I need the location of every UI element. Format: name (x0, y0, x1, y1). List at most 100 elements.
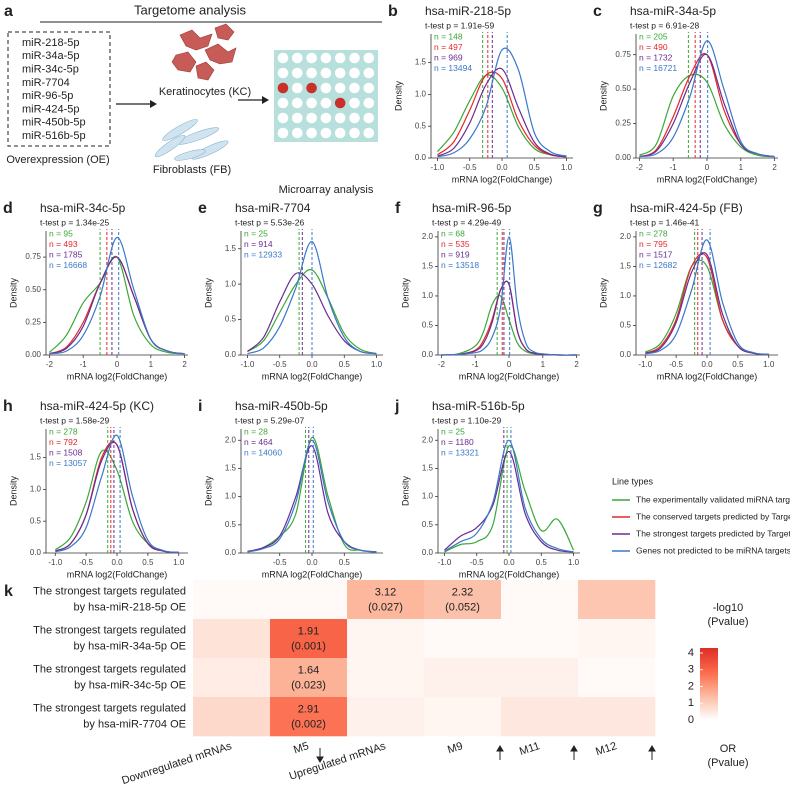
density-curve (639, 40, 775, 158)
density-curve (437, 67, 567, 158)
y-tick-label: 2.0 (620, 232, 632, 241)
p-label: (0.001) (291, 640, 326, 652)
well (306, 82, 317, 94)
x-axis-label: mRNA log2(FoldChange) (459, 371, 560, 381)
or-label: 3.12 (375, 586, 396, 598)
x-tick-label: 0.0 (111, 558, 123, 567)
x-tick-label: 1.0 (173, 558, 185, 567)
x-tick-label: 0.0 (701, 360, 713, 369)
row-label: The strongest targets regulated (33, 702, 186, 714)
heatmap-cell (578, 619, 656, 659)
y-tick-label: 2.0 (225, 435, 237, 444)
x-tick-label: 2 (574, 360, 579, 369)
x-tick-label: -2 (438, 360, 446, 369)
heatmap-cell (270, 619, 348, 659)
mirna: miR-7704 (22, 77, 70, 89)
density-curve (444, 445, 575, 553)
x-tick-label: 0.5 (339, 558, 351, 567)
well (363, 82, 375, 94)
density-panel: f hsa-miR-96-5p t-test p = 4.29e-49 0.0 0.5 1… (395, 200, 580, 381)
heatmap-cell (347, 580, 425, 620)
p-label: (0.052) (445, 601, 480, 613)
y-tick-label: 0.5 (30, 516, 42, 525)
y-axis-label: Density (598, 277, 608, 308)
panel-letter: d (3, 200, 13, 217)
series-label: n = 13518 (441, 260, 479, 270)
y-tick-label: 1.0 (30, 485, 42, 494)
p-label: (0.002) (291, 718, 326, 730)
series-label: n = 969 (434, 52, 463, 62)
colorbar-tick-label: 2 (688, 680, 694, 692)
x-tick-label: -0.5 (273, 558, 287, 567)
series-label: n = 795 (639, 239, 668, 249)
y-tick-label: 1.0 (415, 90, 427, 99)
series-label: n = 278 (639, 228, 668, 238)
x-tick-label: -2 (636, 163, 644, 172)
series-label: n = 493 (49, 239, 78, 249)
well (349, 112, 360, 124)
panel-letter: g (593, 200, 603, 217)
well (292, 82, 303, 94)
x-axis-label: mRNA log2(FoldChange) (262, 371, 363, 381)
density-curve (247, 439, 377, 553)
heatmap-cell (424, 697, 502, 737)
row-label: The strongest targets regulated (33, 663, 186, 675)
heatmap-cell (578, 580, 656, 620)
well (292, 112, 303, 124)
legend-label: The strongest targets predicted by Targe… (636, 528, 790, 538)
y-tick-label: 1.5 (225, 244, 237, 253)
y-axis-label: Density (203, 277, 213, 308)
density-curve (645, 252, 769, 355)
x-tick-label: -0.5 (79, 558, 93, 567)
series-label: n = 12933 (244, 249, 282, 259)
fibroblasts (154, 119, 229, 161)
y-tick-label: 2.0 (422, 435, 434, 444)
density-panel: i hsa-miR-450b-5p t-test p = 5.29e-07 0.0 0.… (198, 398, 383, 579)
y-tick-label: 0.5 (225, 315, 237, 324)
legend: Line types The experimentally validated … (612, 476, 790, 555)
series-label: n = 497 (434, 42, 463, 52)
panel-title: hsa-miR-516b-5p (432, 399, 525, 413)
heatmap-cell (347, 619, 425, 659)
density-panel: b hsa-miR-218-5p t-test p = 1.91e-59 0.0 0.5… (388, 3, 573, 184)
module-arrows (316, 745, 656, 763)
x-tick-label: 0.5 (536, 558, 548, 567)
well (334, 52, 346, 64)
panel-letter: h (3, 398, 13, 415)
well (363, 97, 375, 109)
legend-label: The experimentally validated miRNA targe… (636, 494, 790, 504)
heatmap-cell (347, 658, 425, 698)
colorbar-tick-label: 1 (688, 697, 694, 709)
series-label: n = 1732 (639, 52, 673, 62)
kc-label: Keratinocytes (KC) (159, 86, 251, 98)
series-label: n = 14060 (244, 447, 282, 457)
arrow-head (150, 100, 157, 108)
mirna: miR-218-5p (22, 37, 79, 49)
series-label: n = 1180 (441, 437, 474, 447)
density-curve (645, 259, 769, 355)
y-axis-label: Density (400, 277, 410, 308)
p-label: (0.023) (291, 679, 326, 691)
heatmap-cell (193, 619, 271, 659)
well (277, 82, 289, 94)
y-axis-label: Density (400, 475, 410, 506)
mirna: miR-96-5p (22, 90, 73, 102)
density-curve (55, 434, 179, 553)
or-label: 1.64 (298, 664, 319, 676)
series-label: n = 1517 (639, 249, 673, 259)
well (334, 97, 346, 109)
series-label: n = 205 (639, 31, 668, 41)
well (363, 112, 375, 124)
heatmap-cell (270, 658, 348, 698)
x-tick-label: 0.0 (306, 558, 318, 567)
y-tick-label: 1.0 (422, 492, 434, 501)
panel-letter: k (4, 583, 13, 600)
x-axis-label: mRNA log2(FoldChange) (67, 371, 168, 381)
y-tick-label: 1.0 (620, 291, 632, 300)
panel-title: hsa-miR-450b-5p (235, 399, 328, 413)
panel-subtitle: t-test p = 1.46e-41 (630, 217, 699, 227)
x-tick-label: 0.5 (529, 163, 541, 172)
series-label: n = 490 (639, 42, 668, 52)
heatmap-cell (193, 580, 271, 620)
well (334, 67, 346, 79)
